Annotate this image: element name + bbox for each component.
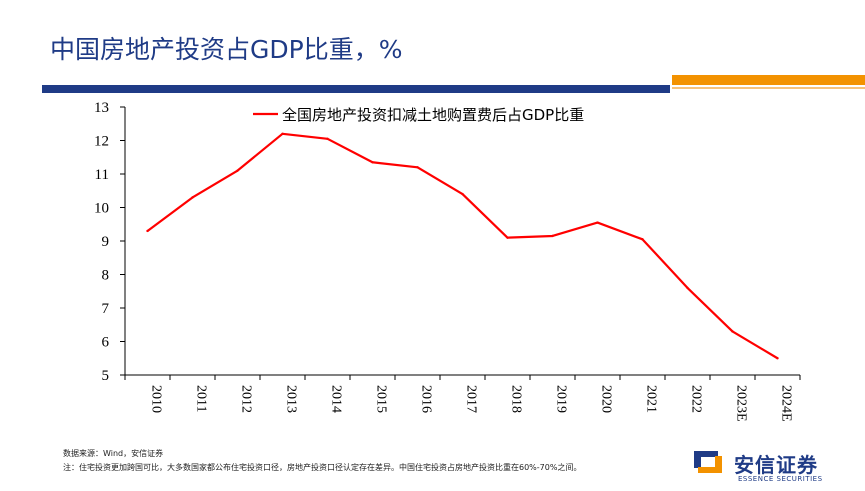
footnote: 注：住宅投资更加跨国可比，大多数国家都公布住宅投资口径，房地产投资口径认定存在差… [63,463,582,472]
y-tick-label: 8 [102,268,110,284]
x-tick-label: 2010 [149,385,164,413]
data-point [191,196,194,199]
page-title: 中国房地产投资占GDP比重，% [50,35,403,64]
x-axis-ticks: 2010 2011 2012 2013 2014 2015 2016 2017 2018 2019… [124,375,801,422]
x-tick-label: 2019 [554,385,569,413]
series-line [146,132,779,360]
x-tick-label: 2012 [239,385,254,413]
data-point [596,221,599,224]
y-tick-label: 13 [94,100,109,116]
data-point [371,161,374,164]
logo-subtitle: ESSENCE SECURITIES [738,475,823,483]
x-tick-label: 2017 [464,385,479,413]
x-tick-label: 2021 [644,385,659,413]
x-tick-label: 2024E [779,385,794,422]
data-point [461,192,464,196]
data-point [416,166,419,169]
x-tick-label: 2014 [329,385,344,413]
data-point [731,330,734,333]
title-underline-blue [42,85,670,93]
y-axis-ticks: 5 6 7 8 9 10 11 12 13 [94,100,125,384]
chart-axes [124,107,800,376]
x-tick-label: 2020 [599,385,614,413]
data-point [506,236,509,239]
x-tick-label: 2018 [509,385,524,413]
company-logo: 安信证券 ESSENCE SECURITIES [692,447,862,487]
data-point [146,229,149,233]
x-tick-label: 2023E [734,385,749,422]
legend-label: 全国房地产投资扣减土地购置费后占GDP比重 [282,106,584,124]
data-point [236,169,239,172]
x-tick-label: 2013 [284,385,299,413]
data-point [551,234,554,238]
logo-mark-icon [694,451,722,473]
data-point [326,137,329,141]
data-point [686,286,689,290]
data-source: 数据来源：Wind，安信证券 [63,449,164,458]
y-tick-label: 12 [94,134,109,150]
chart-legend: 全国房地产投资扣减土地购置费后占GDP比重 [253,106,584,124]
data-point [641,238,644,241]
x-tick-label: 2011 [194,385,209,412]
y-tick-label: 5 [102,368,110,384]
data-point [776,357,779,360]
y-tick-label: 9 [102,234,110,250]
y-tick-label: 10 [94,201,109,217]
logo-name: 安信证券 [734,453,818,477]
data-point [281,132,284,135]
chart-series [146,132,779,360]
x-tick-label: 2015 [374,385,389,413]
title-underline-orange [672,75,865,85]
x-tick-label: 2022 [689,385,704,413]
y-tick-label: 11 [95,167,109,183]
y-tick-label: 7 [102,301,110,317]
title-underline-orange-thin [672,87,865,89]
y-tick-label: 6 [102,335,110,351]
x-tick-label: 2016 [419,385,434,413]
